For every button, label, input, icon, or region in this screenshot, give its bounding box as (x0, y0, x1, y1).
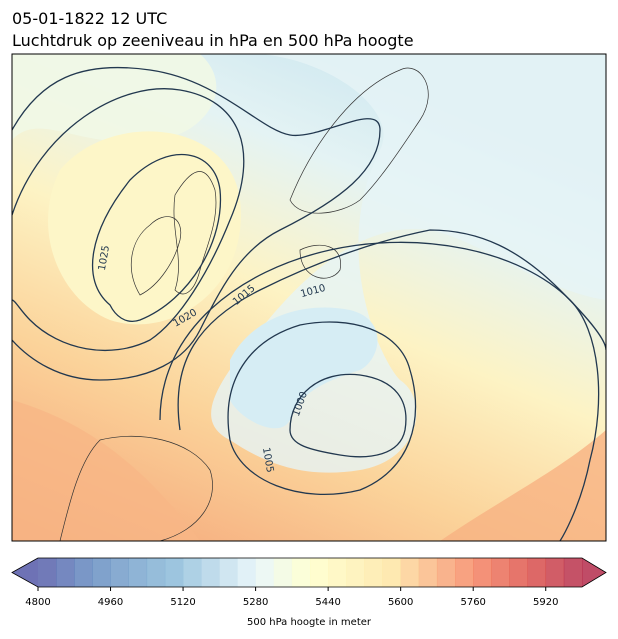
colorbar-tick-label: 5760 (460, 597, 485, 608)
colorbar-cell (364, 558, 383, 587)
colorbar-cell (201, 558, 220, 587)
colorbar-cell (382, 558, 401, 587)
colorbar-extend-high (582, 558, 606, 587)
colorbar-tick-label: 5920 (533, 597, 558, 608)
subtitle: Luchtdruk op zeeniveau in hPa en 500 hPa… (12, 31, 414, 50)
colorbar-cell (255, 558, 275, 587)
colorbar-cell (128, 558, 148, 587)
colorbar-cell (473, 558, 492, 587)
colorbar-cell (527, 558, 547, 587)
colorbar-cell (219, 558, 238, 587)
colorbar-tick-label: 4800 (25, 597, 50, 608)
colorbar-outline (11, 557, 607, 588)
map: 1025 1020 1015 1010 1005 1000 (12, 54, 606, 541)
colorbar-tick-label: 5600 (388, 597, 413, 608)
colorbar-cell (110, 558, 129, 587)
map-frame (11, 53, 607, 542)
colorbar-cell (346, 558, 365, 587)
colorbar-cell (92, 558, 111, 587)
colorbar-cell (545, 558, 565, 587)
colorbar-cell (563, 558, 583, 587)
colorbar-tick-label: 4960 (98, 597, 123, 608)
colorbar-extend-low (12, 558, 38, 587)
colorbar-cell (74, 558, 93, 587)
colorbar-cell (237, 558, 256, 587)
colorbar-label: 500 hPa hoogte in meter (247, 617, 372, 628)
colorbar-cell (455, 558, 474, 587)
colorbar-cell (183, 558, 202, 587)
colorbar-tick-label: 5120 (170, 597, 195, 608)
colorbar-cell (291, 558, 311, 587)
colorbar-cell (436, 558, 456, 587)
isobar-label: 1005 (260, 447, 275, 474)
colorbar: 4800 4960 5120 5280 5440 5600 5760 5920 (11, 557, 607, 608)
colorbar-cell (164, 558, 184, 587)
colorbar-cell (56, 558, 75, 587)
title: 05-01-1822 12 UTC (12, 9, 167, 28)
isobar-label: 1025 (97, 245, 112, 272)
colorbar-cell (418, 558, 438, 587)
colorbar-cell (146, 558, 166, 587)
colorbar-cell (273, 558, 293, 587)
colorbar-cell (328, 558, 347, 587)
colorbar-cell (509, 558, 528, 587)
colorbar-cell (38, 558, 57, 587)
colorbar-cell (491, 558, 510, 587)
colorbar-cell (400, 558, 420, 587)
colorbar-cell (310, 558, 329, 587)
colorbar-tick-label: 5440 (315, 597, 340, 608)
colorbar-tick-label: 5280 (243, 597, 268, 608)
